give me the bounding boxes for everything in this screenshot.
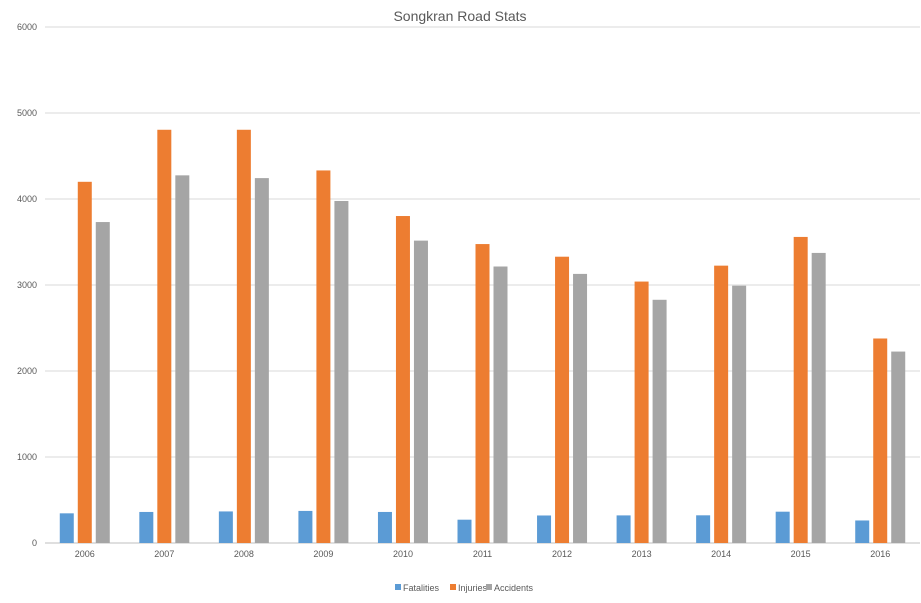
x-tick-label: 2011 — [473, 549, 492, 559]
x-tick-label: 2010 — [393, 549, 413, 559]
y-tick-label: 1000 — [17, 452, 37, 462]
bar-fatalities-2009 — [298, 510, 313, 543]
bar-accidents-2014 — [732, 285, 747, 543]
bar-fatalities-2014 — [696, 515, 711, 543]
bar-injuries-2015 — [793, 236, 808, 543]
bar-injuries-2007 — [157, 129, 172, 543]
x-tick-label: 2008 — [234, 549, 254, 559]
x-tick-label: 2007 — [154, 549, 174, 559]
bar-fatalities-2015 — [775, 511, 790, 543]
bar-accidents-2009 — [334, 200, 349, 543]
chart-title: Songkran Road Stats — [393, 8, 526, 24]
legend-swatch-injuries — [450, 584, 456, 590]
bar-fatalities-2006 — [59, 513, 74, 543]
bar-injuries-2013 — [634, 281, 649, 543]
bar-accidents-2016 — [891, 351, 906, 543]
legend: Fatalities Injuries Accidents — [395, 583, 534, 593]
y-tick-label: 0 — [32, 538, 37, 548]
bar-accidents-2007 — [175, 175, 190, 543]
bar-injuries-2009 — [316, 170, 331, 543]
bar-fatalities-2007 — [139, 511, 154, 543]
y-axis-ticks: 0 1000 2000 3000 4000 5000 6000 — [17, 22, 37, 548]
x-tick-label: 2012 — [552, 549, 572, 559]
bar-injuries-2011 — [475, 244, 490, 543]
bar-accidents-2006 — [95, 222, 110, 543]
bar-accidents-2015 — [811, 252, 826, 543]
x-tick-label: 2016 — [870, 549, 890, 559]
legend-label-accidents: Accidents — [494, 583, 534, 593]
bar-accidents-2012 — [573, 273, 588, 543]
bar-fatalities-2016 — [855, 520, 870, 543]
y-tick-label: 5000 — [17, 108, 37, 118]
bar-fatalities-2013 — [616, 515, 631, 543]
y-tick-label: 6000 — [17, 22, 37, 32]
x-tick-label: 2014 — [711, 549, 731, 559]
bar-fatalities-2012 — [537, 515, 552, 543]
y-tick-label: 2000 — [17, 366, 37, 376]
bar-accidents-2010 — [413, 240, 428, 543]
bar-injuries-2012 — [555, 256, 570, 543]
bar-injuries-2016 — [873, 338, 888, 543]
bar-accidents-2013 — [652, 299, 667, 543]
bar-fatalities-2008 — [218, 511, 233, 543]
bar-injuries-2006 — [77, 181, 92, 544]
x-axis-ticks: 2006 2007 2008 2009 2010 2011 2012 2013 2014 2015… — [75, 549, 890, 559]
bar-injuries-2010 — [395, 216, 410, 543]
x-tick-label: 2009 — [313, 549, 333, 559]
legend-label-injuries: Injuries — [458, 583, 488, 593]
bar-accidents-2011 — [493, 266, 508, 543]
bar-fatalities-2010 — [377, 511, 392, 543]
bar-fatalities-2011 — [457, 519, 472, 543]
bars — [59, 129, 906, 544]
bar-accidents-2008 — [254, 178, 269, 544]
y-tick-label: 4000 — [17, 194, 37, 204]
legend-label-fatalities: Fatalities — [403, 583, 440, 593]
legend-swatch-accidents — [486, 584, 492, 590]
legend-swatch-fatalities — [395, 584, 401, 590]
x-tick-label: 2006 — [75, 549, 95, 559]
y-tick-label: 3000 — [17, 280, 37, 290]
x-tick-label: 2013 — [632, 549, 652, 559]
x-tick-label: 2015 — [791, 549, 811, 559]
bar-injuries-2014 — [714, 265, 729, 543]
bar-injuries-2008 — [236, 129, 251, 543]
